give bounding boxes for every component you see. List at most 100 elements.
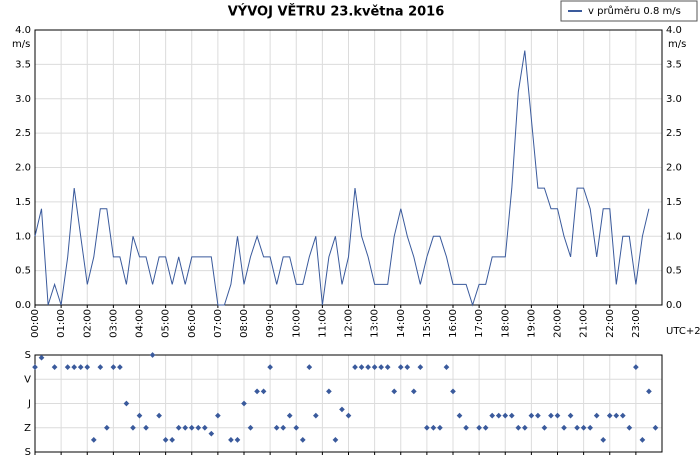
direction-point xyxy=(482,424,489,431)
direction-point xyxy=(188,424,195,431)
y-tick-label-right: 0.5 xyxy=(666,266,682,277)
direction-point xyxy=(273,424,280,431)
direction-point xyxy=(104,424,110,431)
legend-box xyxy=(560,0,698,22)
direction-point xyxy=(182,424,189,431)
x-tick-label: 18:00 xyxy=(500,309,511,338)
x-tick-label: 22:00 xyxy=(605,309,616,338)
direction-point xyxy=(410,388,417,395)
y-tick-label-right: 3.5 xyxy=(666,59,682,70)
x-tick-label: 11:00 xyxy=(317,309,328,338)
direction-point xyxy=(619,412,626,419)
direction-point xyxy=(352,364,358,370)
direction-point xyxy=(587,424,593,431)
direction-point xyxy=(234,437,241,443)
y-tick-label-right: 1.5 xyxy=(666,197,682,208)
direction-point xyxy=(64,364,71,370)
y-tick-label: V xyxy=(24,374,31,385)
direction-point xyxy=(241,400,247,407)
direction-point xyxy=(567,412,574,419)
direction-point xyxy=(149,352,156,358)
direction-point xyxy=(535,412,541,419)
direction-point xyxy=(136,412,143,419)
x-tick-label: 21:00 xyxy=(579,309,590,338)
x-tick-label: 02:00 xyxy=(82,309,93,338)
direction-point xyxy=(450,388,456,395)
direction-point xyxy=(365,364,371,370)
direction-point xyxy=(456,412,463,419)
direction-point xyxy=(169,437,175,443)
direction-point xyxy=(299,437,306,443)
x-tick-label: 15:00 xyxy=(422,309,433,338)
y-tick-label: J xyxy=(27,399,31,410)
direction-point xyxy=(84,364,91,370)
direction-point xyxy=(404,364,411,370)
direction-point xyxy=(633,364,639,370)
direction-point xyxy=(110,364,117,370)
direction-point xyxy=(130,424,136,431)
direction-point xyxy=(339,406,345,413)
direction-point xyxy=(90,437,97,443)
direction-point xyxy=(424,424,430,431)
direction-point xyxy=(254,388,260,395)
direction-point xyxy=(384,364,391,370)
direction-point xyxy=(371,364,378,370)
direction-point xyxy=(593,412,600,419)
direction-point xyxy=(332,437,339,443)
line-series xyxy=(34,50,650,307)
x-tick-label: 01:00 xyxy=(56,309,67,338)
direction-point xyxy=(378,364,384,370)
direction-point xyxy=(515,424,522,431)
x-tick-label: 08:00 xyxy=(239,309,250,338)
plot-frame xyxy=(34,29,663,306)
x-tick-label: 19:00 xyxy=(526,309,537,338)
y-tick-label: 0.5 xyxy=(15,266,31,277)
y-tick-label-right: 0.0 xyxy=(666,300,682,311)
direction-point xyxy=(489,412,496,419)
direction-point xyxy=(71,364,78,370)
y-tick-label-right: 1.0 xyxy=(666,231,682,242)
x-tick-label: 16:00 xyxy=(448,309,459,338)
y-tick-label: S xyxy=(25,350,31,361)
y-axis-label-right: m/s xyxy=(668,39,686,50)
direction-point xyxy=(652,424,659,431)
direction-point xyxy=(548,412,554,419)
direction-point xyxy=(293,424,300,431)
x-tick-label: 10:00 xyxy=(291,309,302,338)
direction-point xyxy=(286,412,293,419)
x-axis-label: UTC+2 xyxy=(666,326,700,337)
direction-point xyxy=(508,412,515,419)
y-tick-label: 4.0 xyxy=(15,25,31,36)
direction-point xyxy=(175,424,182,431)
x-tick-label: 14:00 xyxy=(396,309,407,338)
y-tick-label: Z xyxy=(24,423,31,434)
y-tick-label: 1.0 xyxy=(15,231,31,242)
legend-label: v průměru 0.8 m/s xyxy=(588,5,681,17)
y-tick-label-right: 3.0 xyxy=(666,94,682,105)
y-tick-label: S xyxy=(25,447,31,458)
direction-point xyxy=(417,364,424,370)
x-tick-label: 09:00 xyxy=(265,309,276,338)
y-tick-label: 1.5 xyxy=(15,197,31,208)
direction-point xyxy=(77,364,84,370)
direction-point xyxy=(195,424,202,431)
direction-point xyxy=(267,364,273,370)
direction-point xyxy=(554,412,561,419)
direction-point xyxy=(397,364,404,370)
direction-point xyxy=(117,364,123,370)
chart-title: VÝVOJ VĚTRU 23.května 2016 xyxy=(228,4,445,20)
y-tick-label: 3.5 xyxy=(15,59,31,70)
direction-point xyxy=(443,364,450,370)
direction-point xyxy=(326,388,332,395)
direction-point xyxy=(522,424,528,431)
direction-point xyxy=(123,400,130,407)
direction-point xyxy=(391,388,398,395)
y-axis-label: m/s xyxy=(12,39,30,50)
direction-point xyxy=(646,388,652,395)
direction-point xyxy=(345,412,352,419)
legend: v průměru 0.8 m/s xyxy=(560,0,698,22)
x-tick-label: 13:00 xyxy=(370,309,381,338)
y-tick-label: 2.5 xyxy=(15,128,31,139)
direction-point xyxy=(574,424,580,431)
